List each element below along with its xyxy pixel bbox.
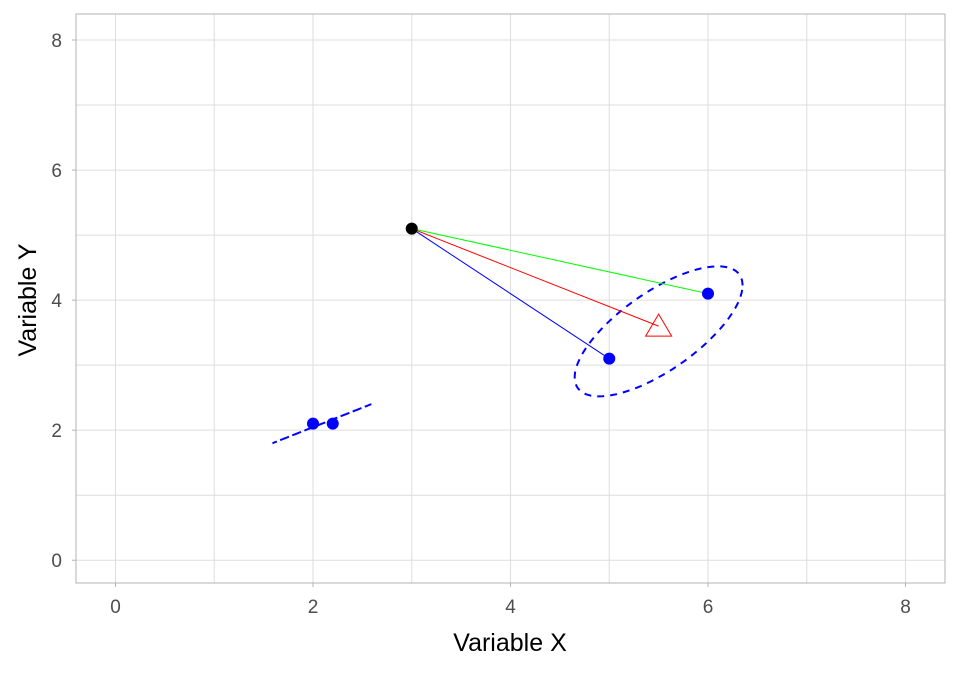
- confidence-ellipse: [573, 265, 744, 398]
- x-tick-label: 2: [308, 597, 319, 618]
- chart-marks: [272, 222, 744, 445]
- x-axis-label: Variable X: [453, 629, 567, 657]
- x-tick-label: 0: [110, 597, 121, 618]
- origin-point: [405, 222, 418, 235]
- y-tick-label: 6: [51, 161, 62, 182]
- y-axis-label: Variable Y: [14, 243, 42, 356]
- connector-line: [411, 228, 659, 327]
- connector-line: [411, 228, 610, 360]
- x-tick-label: 8: [900, 597, 911, 618]
- data-point: [307, 417, 319, 430]
- grid: [76, 14, 945, 583]
- x-tick-label: 6: [703, 597, 714, 618]
- y-axis-ticks: 0 2 4 6 8: [51, 31, 76, 572]
- confidence-ellipse: [272, 403, 372, 445]
- x-tick-label: 4: [505, 597, 516, 618]
- y-tick-label: 2: [51, 421, 62, 442]
- x-axis-ticks: 0 2 4 6 8: [110, 583, 911, 618]
- y-tick-label: 4: [51, 291, 62, 312]
- data-point: [326, 417, 339, 430]
- data-point: [603, 352, 616, 365]
- y-tick-label: 0: [51, 551, 62, 572]
- connector-line: [411, 228, 709, 295]
- y-tick-label: 8: [51, 31, 62, 52]
- target-triangle-marker: [644, 313, 673, 337]
- data-point: [702, 287, 714, 300]
